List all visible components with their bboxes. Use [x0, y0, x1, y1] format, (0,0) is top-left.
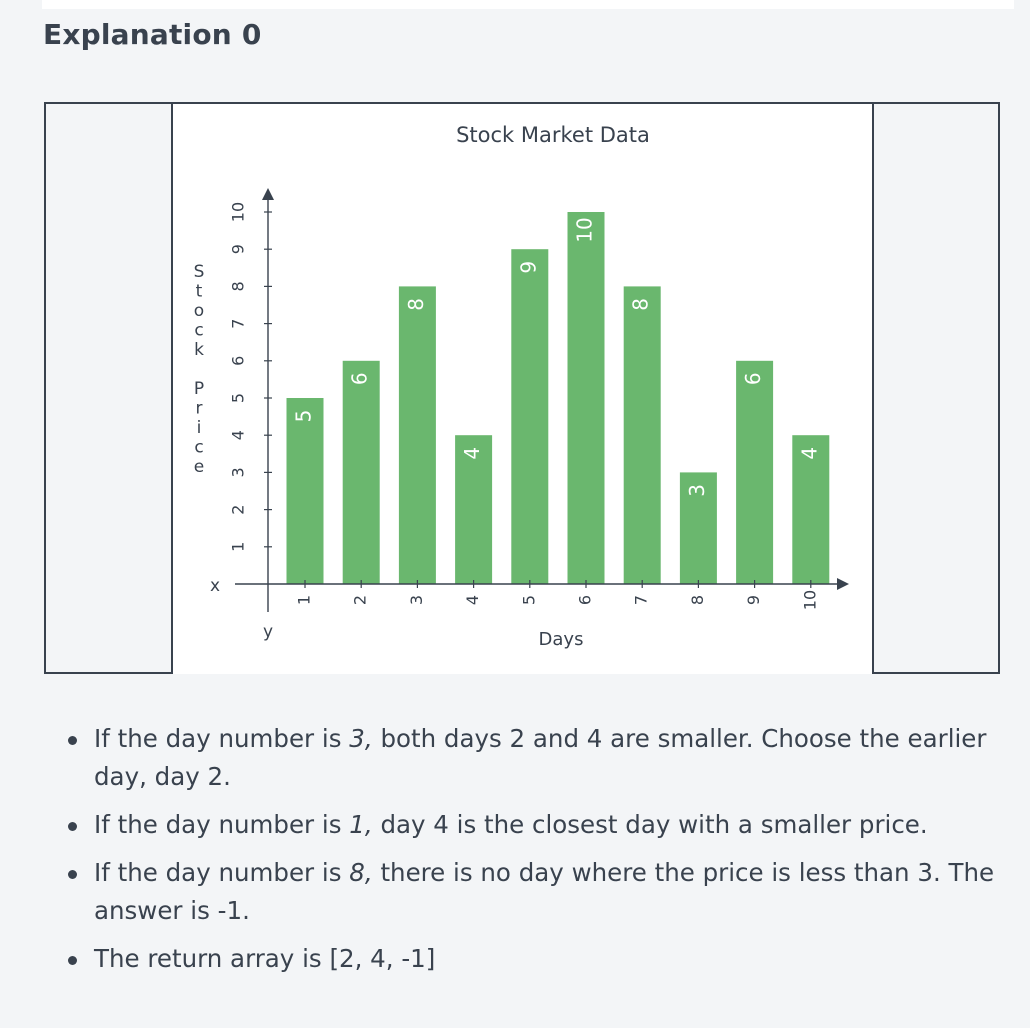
x-tick-label: 9 — [744, 595, 763, 605]
x-axis-label: Days — [539, 629, 584, 650]
y-axis-label-char: k — [194, 340, 204, 360]
chart-title: Stock Market Data — [456, 123, 650, 147]
y-tick-label: 5 — [229, 393, 248, 403]
bar-value-label: 4 — [460, 447, 484, 460]
item-text: If the day number is — [94, 858, 350, 887]
y-tick-label: 9 — [229, 244, 248, 254]
bar — [342, 360, 380, 584]
bar-value-label: 4 — [797, 447, 821, 460]
bar-value-label: 6 — [348, 372, 372, 385]
y-axis-label-char: P — [194, 379, 204, 399]
x-tick-label: 6 — [576, 595, 595, 605]
y-tick-label: 1 — [229, 542, 248, 552]
bar — [286, 398, 324, 584]
explanation-item: If the day number is 8, there is no day … — [62, 854, 1002, 930]
y-axis-label-char: c — [194, 321, 203, 341]
item-text: there is no day where the price is less … — [94, 858, 995, 925]
bar — [511, 249, 549, 584]
x-axis-arrow — [837, 578, 849, 590]
x-tick-label: 8 — [688, 595, 707, 605]
y-tick-label: 2 — [229, 505, 248, 515]
bar — [455, 435, 493, 584]
tick-labels: 1 2 3 4 5 6 7 8 9 10 1 2 3 4 5 6 7 8 9 10 — [229, 202, 820, 610]
x-tick-label: 5 — [519, 595, 538, 605]
y-axis-label-char: e — [194, 457, 204, 477]
y-tick-label: 8 — [229, 281, 248, 291]
emphasized-text: 1, — [349, 810, 373, 839]
x-tick-label: 4 — [463, 595, 482, 605]
item-text: If the day number is — [94, 810, 350, 839]
y-axis-label-char: o — [194, 301, 204, 321]
y-tick-label: 7 — [229, 319, 248, 329]
top-strip — [42, 0, 1014, 9]
explanation-item: If the day number is 3, both days 2 and … — [62, 720, 1002, 796]
x-tick-label: 7 — [632, 595, 651, 605]
bar-value-label: 5 — [292, 410, 316, 423]
x-axis-end-label: x — [210, 576, 220, 596]
y-tick-label: 10 — [229, 202, 248, 222]
bars: 5 6 8 4 9 10 8 3 6 4 — [286, 212, 830, 584]
item-text: The return array is [2, 4, -1] — [94, 944, 436, 973]
bar-value-label: 10 — [573, 217, 597, 242]
item-text: both days 2 and 4 are smaller. Choose th… — [94, 724, 987, 791]
bar-value-label: 9 — [516, 261, 540, 274]
y-axis-arrow — [262, 188, 274, 200]
section-heading: Explanation 0 — [43, 18, 262, 51]
y-axis-label-char: S — [194, 262, 205, 282]
y-axis-end-label: y — [263, 622, 273, 642]
y-tick-label: 4 — [229, 430, 248, 440]
x-tick-label: 10 — [800, 590, 819, 610]
bar — [679, 472, 717, 584]
bar — [736, 360, 774, 584]
x-tick-label: 1 — [295, 595, 314, 605]
y-tick-label: 6 — [229, 356, 248, 366]
explanation-item: The return array is [2, 4, -1] — [62, 940, 1002, 978]
y-axis-label-char: r — [196, 399, 203, 419]
emphasized-text: 3, — [349, 724, 373, 753]
bar-value-label: 8 — [404, 298, 428, 311]
bar-value-label: 6 — [741, 372, 765, 385]
x-tick-label: 2 — [351, 595, 370, 605]
emphasized-text: 8, — [349, 858, 373, 887]
bar — [623, 286, 661, 584]
bar — [792, 435, 830, 584]
explanation-item: If the day number is 1, day 4 is the clo… — [62, 806, 1002, 844]
bar-value-label: 8 — [629, 298, 653, 311]
explanation-list: If the day number is 3, both days 2 and … — [62, 720, 1002, 988]
axes — [235, 188, 849, 612]
bar — [398, 286, 436, 584]
item-text: If the day number is — [94, 724, 350, 753]
bar — [567, 212, 605, 584]
y-axis-label-char: i — [197, 418, 202, 438]
bar-value-label: 3 — [685, 484, 709, 497]
y-tick-label: 3 — [229, 467, 248, 477]
item-text: day 4 is the closest day with a smaller … — [372, 810, 928, 839]
y-axis-label-char: t — [196, 282, 203, 302]
y-axis-label-char: c — [194, 438, 203, 458]
x-tick-label: 3 — [407, 595, 426, 605]
